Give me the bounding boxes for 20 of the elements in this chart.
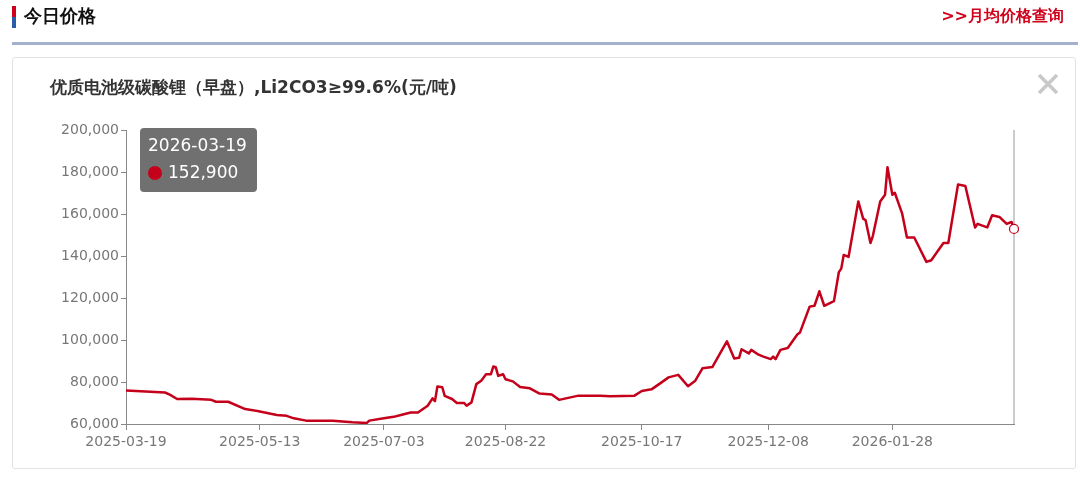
chart-title: 优质电池级碳酸锂（早盘）,Li2CO3≥99.6%(元/吨) bbox=[50, 76, 457, 99]
y-tick-label: 200,000 bbox=[61, 120, 119, 137]
x-tick-label: 2025-08-22 bbox=[464, 433, 547, 450]
y-tick-label: 120,000 bbox=[61, 288, 119, 305]
x-tick-label: 2025-07-03 bbox=[343, 433, 425, 450]
y-tick-label: 80,000 bbox=[70, 372, 119, 389]
x-tick-label: 2025-10-17 bbox=[601, 433, 683, 450]
text: >>月均价格查询 bbox=[941, 6, 1064, 27]
text: 今日价格 bbox=[23, 4, 96, 28]
annotation: 152,900 bbox=[168, 161, 239, 184]
x-tick-label: 2025-05-13 bbox=[219, 433, 301, 450]
y-tick-label: 60,000 bbox=[70, 414, 119, 431]
y-tick-label: 140,000 bbox=[61, 246, 119, 263]
y-tick-label: 160,000 bbox=[61, 204, 119, 221]
y-tick-label: 100,000 bbox=[61, 330, 119, 347]
y-tick-label: 180,000 bbox=[61, 162, 119, 179]
x-tick-label: 2026-01-28 bbox=[851, 433, 934, 450]
x-tick-label: 2025-03-19 bbox=[85, 433, 167, 450]
x-tick-label: 2025-12-08 bbox=[727, 433, 809, 450]
annotation: 2026-03-19 bbox=[148, 134, 247, 157]
